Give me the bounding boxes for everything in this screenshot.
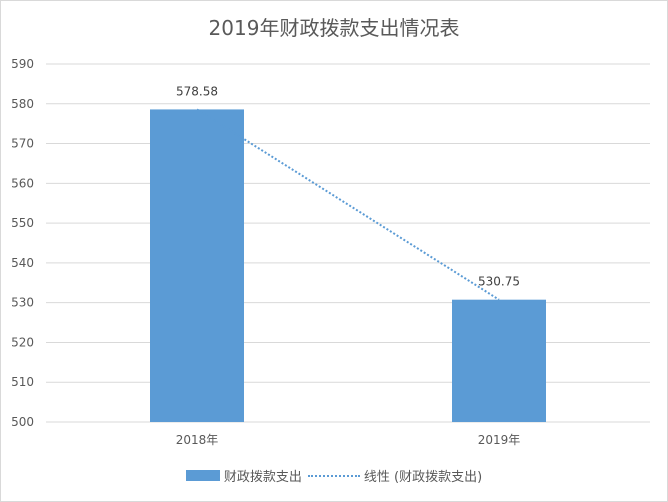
legend: 财政拨款支出 线性 (财政拨款支出) [0,466,668,485]
y-tick-label: 500 [11,415,34,429]
x-tick-label: 2019年 [478,433,521,447]
gridlines [46,63,650,423]
bar [150,109,244,423]
bar [452,299,546,422]
y-tick-label: 590 [11,57,34,71]
trendline [196,108,500,301]
y-tick-label: 560 [11,176,34,190]
y-tick-label: 570 [11,137,34,151]
x-tick-label: 2018年 [176,433,219,447]
bars [150,109,546,423]
trendline-group [196,108,500,301]
chart-title: 2019年财政拨款支出情况表 [208,16,460,40]
data-labels: 578.58 530.75 [176,84,520,288]
y-tick-label: 510 [11,375,34,389]
legend-label-trendline: 线性 (财政拨款支出) [363,470,483,485]
data-label: 530.75 [478,275,520,289]
y-tick-label: 580 [11,97,34,111]
x-axis-ticks: 2018年 2019年 [176,433,521,447]
legend-swatch-trendline [307,474,360,477]
y-tick-label: 540 [11,256,34,270]
legend-item-series: 财政拨款支出 [185,466,302,485]
y-tick-label: 550 [11,216,34,230]
y-tick-label: 520 [11,335,34,349]
legend-swatch-bar [185,470,220,481]
y-tick-label: 530 [11,296,34,310]
y-axis-ticks: 500 510 520 530 540 550 560 570 580 590 [11,57,34,429]
data-label: 578.58 [176,84,218,98]
legend-item-trendline: 线性 (财政拨款支出) [307,466,483,485]
legend-label-series: 财政拨款支出 [223,470,302,485]
